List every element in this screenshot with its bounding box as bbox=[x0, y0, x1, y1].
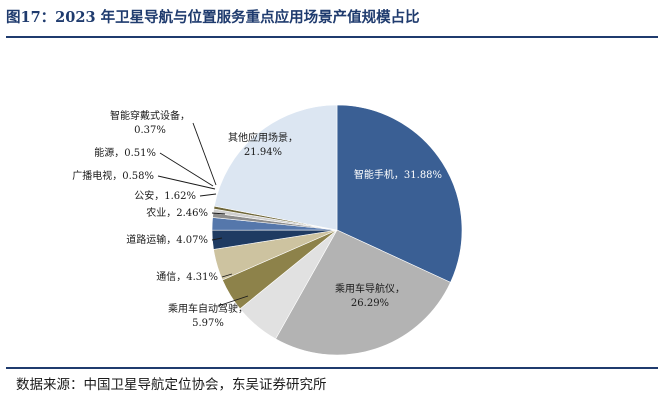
leader-line-7 bbox=[157, 175, 216, 190]
slice-label-name-10: 其他应用场景， bbox=[228, 131, 298, 144]
slice-label-name-9: 智能穿戴式设备， bbox=[110, 109, 190, 122]
leader-line-6 bbox=[199, 193, 217, 197]
slice-label-pct-2: 5.97% bbox=[192, 318, 224, 329]
slice-label-4: 道路运输，4.07% bbox=[126, 233, 208, 246]
pie-slice-1 bbox=[275, 229, 451, 356]
slice-label-pct-1: 26.29% bbox=[351, 298, 389, 309]
leader-line-3 bbox=[221, 273, 233, 278]
leader-line-8 bbox=[159, 152, 214, 187]
slice-label-pct-9: 0.37% bbox=[134, 125, 166, 136]
slice-label-pct-10: 21.94% bbox=[244, 147, 282, 158]
slice-label-0: 智能手机，31.88% bbox=[354, 168, 442, 181]
slice-label-1: 乘用车导航仪， 26.29% bbox=[335, 282, 405, 309]
leader-line-2 bbox=[217, 295, 249, 307]
slice-label-9: 智能穿戴式设备， 0.37% bbox=[110, 109, 190, 136]
slice-label-2: 乘用车自动驾驶， 5.97% bbox=[168, 302, 248, 329]
slice-label-3: 通信，4.31% bbox=[156, 271, 218, 283]
pie-slice-0 bbox=[336, 104, 463, 283]
leader-line-4 bbox=[211, 237, 223, 241]
slice-label-8: 能源，0.51% bbox=[94, 146, 156, 159]
source-rule bbox=[6, 367, 658, 369]
source-note: 数据来源：中国卫星导航定位协会，东吴证券研究所 bbox=[16, 377, 327, 393]
leader-line-5 bbox=[211, 212, 226, 215]
figure-title: 图17：2023 年卫星导航与位置服务重点应用场景产值规模占比 bbox=[6, 9, 420, 26]
leader-lines bbox=[157, 122, 249, 307]
slice-label-name-1: 乘用车导航仪， bbox=[335, 282, 405, 295]
pie-chart: 智能手机，31.88% 乘用车导航仪， 26.29% 乘用车自动驾驶， 5.97% 通信，… bbox=[72, 104, 463, 356]
pie-slices bbox=[211, 104, 463, 356]
slice-label-7: 广播电视，0.58% bbox=[72, 169, 154, 182]
slice-label-6: 公安，1.62% bbox=[134, 189, 196, 202]
title-rule bbox=[6, 36, 658, 38]
leader-line-9 bbox=[192, 122, 217, 186]
slice-labels: 智能手机，31.88% 乘用车导航仪， 26.29% 乘用车自动驾驶， 5.97% 通信，… bbox=[72, 109, 442, 329]
pie-slice-10 bbox=[213, 104, 338, 231]
slice-label-name-2: 乘用车自动驾驶， bbox=[168, 302, 248, 315]
slice-label-5: 农业，2.46% bbox=[146, 206, 208, 219]
slice-label-10: 其他应用场景， 21.94% bbox=[228, 131, 298, 158]
